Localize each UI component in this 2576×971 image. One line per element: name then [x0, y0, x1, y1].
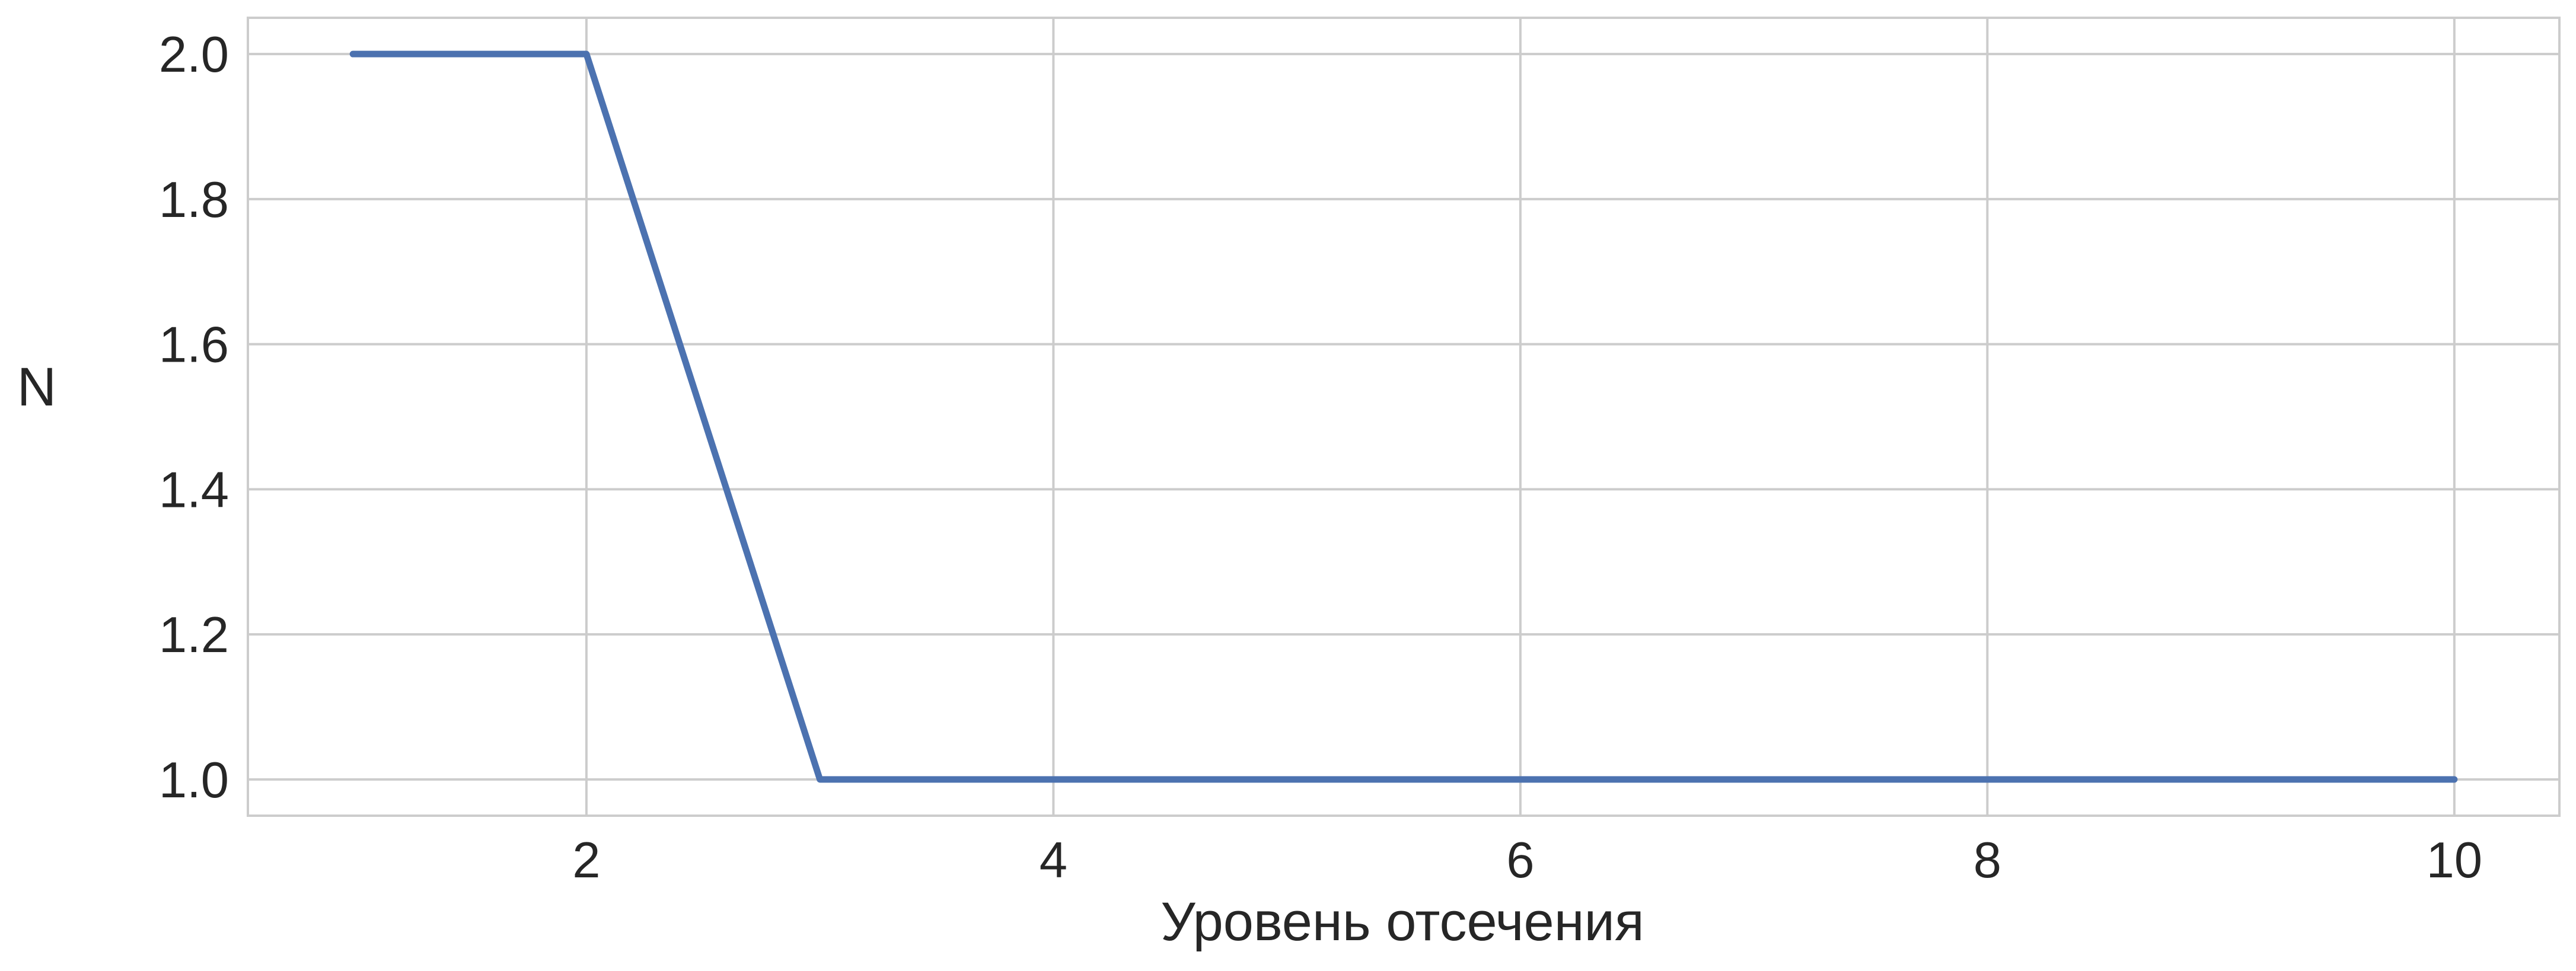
y-axis-ticks: 1.0 1.2 1.4 1.6 1.8 2.0 — [159, 27, 229, 809]
y-tick-label: 1.2 — [159, 607, 229, 663]
x-axis-ticks: 2 4 6 8 10 — [572, 832, 2482, 889]
x-tick-label: 6 — [1506, 832, 1534, 889]
y-tick-label: 2.0 — [159, 27, 229, 83]
plot-area-frame — [247, 17, 2561, 817]
y-axis-label: N — [17, 357, 56, 417]
y-tick-label: 1.0 — [159, 752, 229, 809]
grid — [248, 18, 2559, 816]
y-tick-label: 1.4 — [159, 462, 229, 518]
series-layer — [349, 50, 2458, 783]
x-tick-label: 8 — [1974, 832, 2001, 889]
x-tick-label: 2 — [572, 832, 600, 889]
x-axis-label: Уровень отсечения — [1161, 892, 1644, 952]
y-tick-label: 1.8 — [159, 172, 229, 228]
x-tick-label: 10 — [2427, 832, 2483, 889]
y-tick-label: 1.6 — [159, 317, 229, 373]
series-line — [349, 50, 2458, 783]
x-tick-label: 4 — [1040, 832, 1067, 889]
